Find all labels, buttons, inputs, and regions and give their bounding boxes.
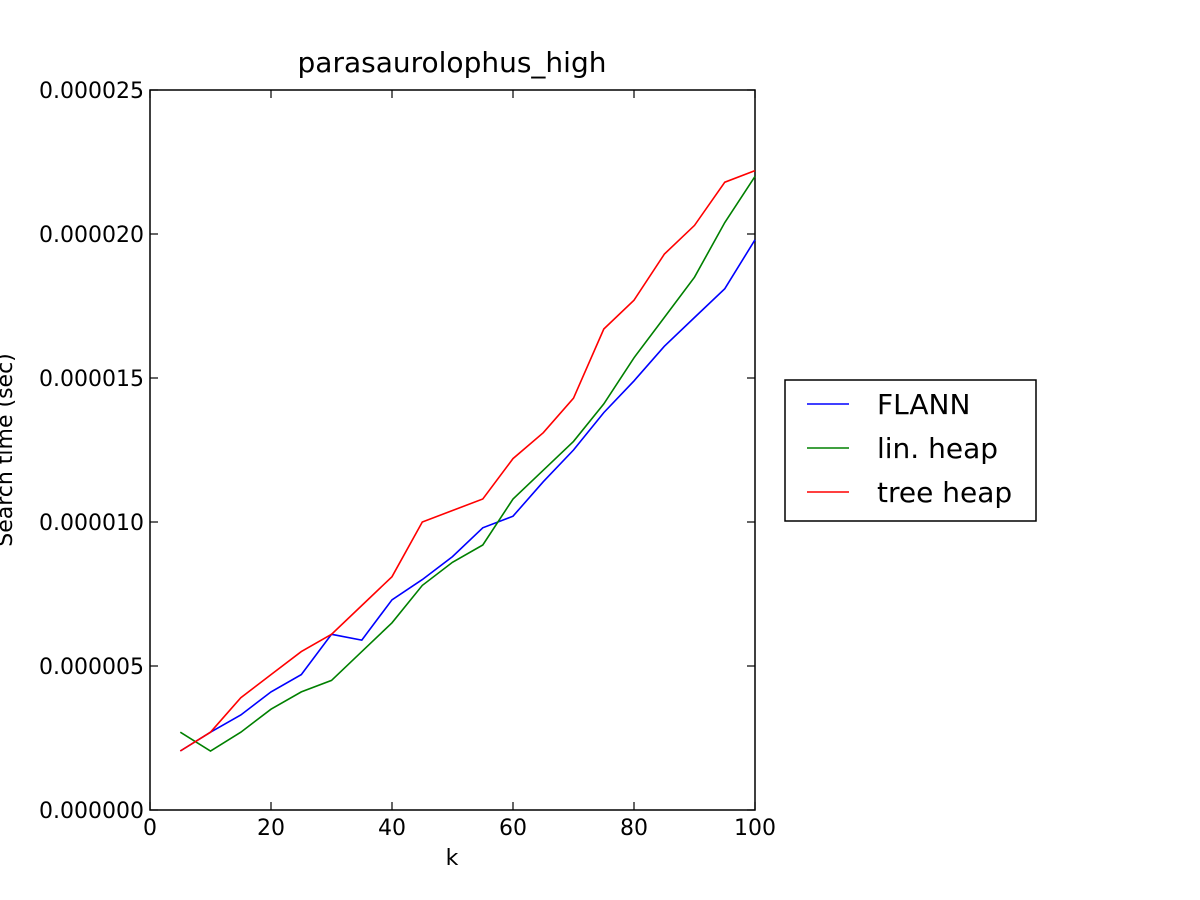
x-tick-label: 80 (620, 816, 648, 841)
y-tick-label: 0.000025 (39, 79, 144, 104)
y-tick-label: 0.000020 (39, 223, 144, 248)
x-tick-label: 100 (734, 816, 776, 841)
legend-label-tree-heap: tree heap (877, 476, 1012, 509)
y-tick-label: 0.000005 (39, 655, 144, 680)
x-tick-label: 0 (143, 816, 157, 841)
chart-title: parasaurolophus_high (298, 46, 607, 79)
x-axis-label: k (446, 846, 459, 871)
plot-frame (149, 89, 756, 811)
series-line-flann (179, 239, 756, 752)
series-layer (179, 169, 756, 752)
x-tick-label: 20 (257, 816, 285, 841)
legend: FLANN lin. heap tree heap (784, 379, 1037, 522)
legend-label-lin-heap: lin. heap (877, 432, 998, 465)
x-tick-label: 40 (378, 816, 406, 841)
y-tick-label: 0.000000 (39, 799, 144, 824)
series-line-lin-heap (179, 175, 756, 752)
legend-label-flann: FLANN (877, 388, 970, 421)
y-tick-label: 0.000015 (39, 367, 144, 392)
y-axis-label: Search time (sec) (0, 353, 18, 547)
series-line-tree-heap (179, 169, 756, 752)
y-tick-label: 0.000010 (39, 511, 144, 536)
x-tick-label: 60 (499, 816, 527, 841)
plot-area: 0 20 40 60 80 100 0.000000 0.000005 0.000010 0.00… (39, 79, 776, 841)
